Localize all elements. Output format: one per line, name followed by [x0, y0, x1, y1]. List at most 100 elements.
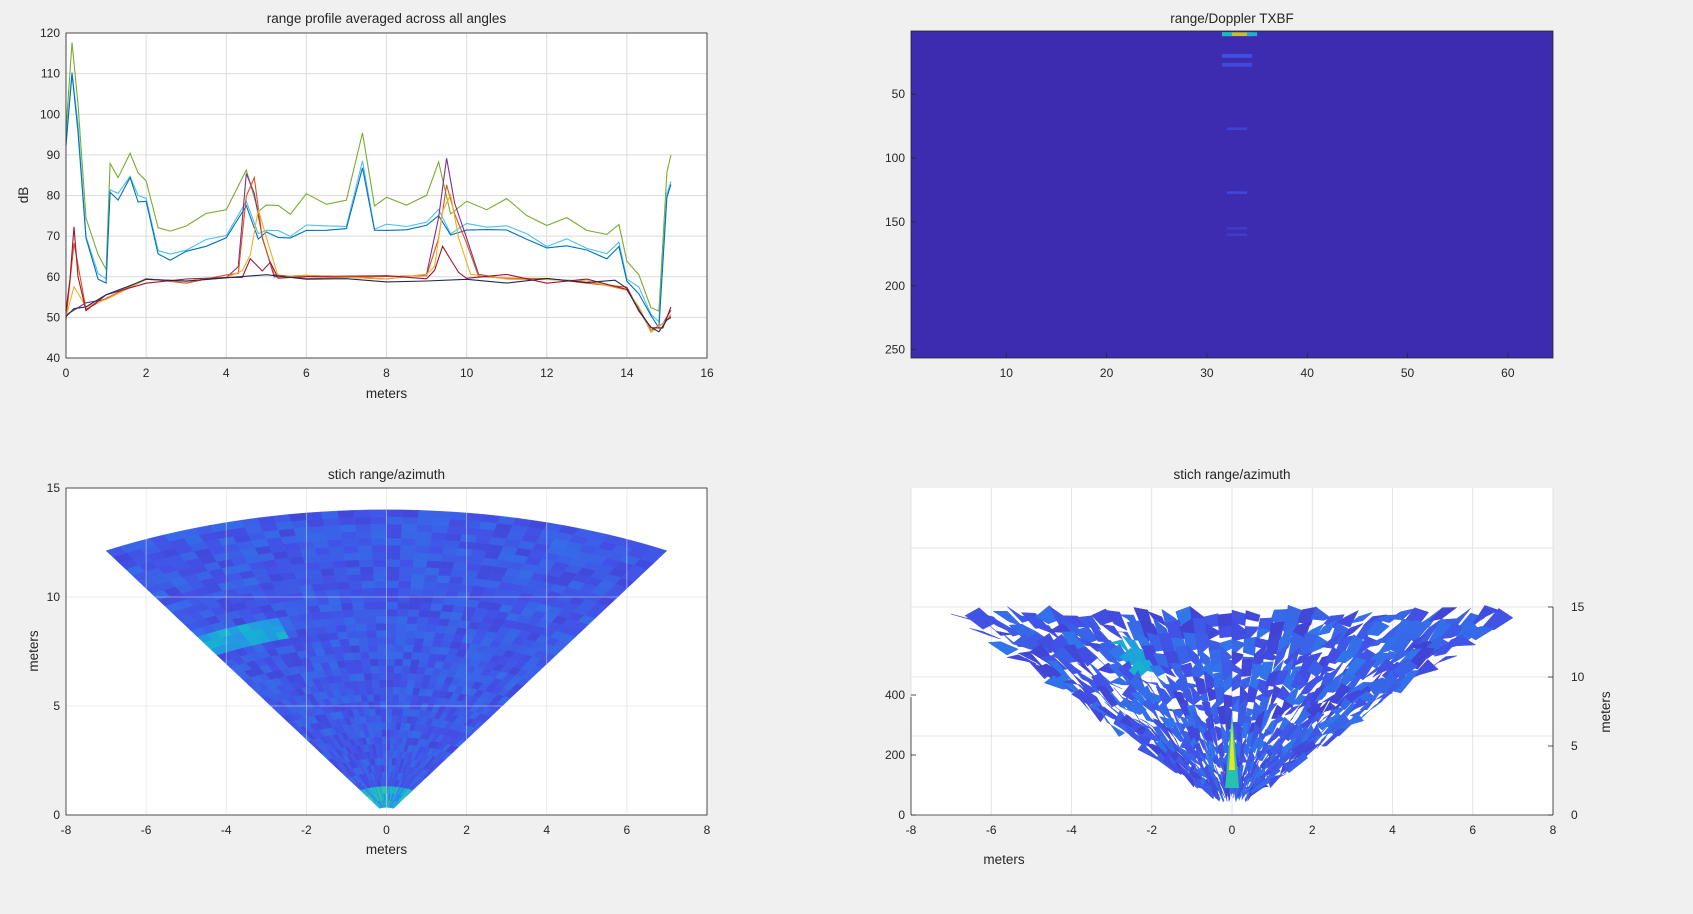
fan-cell: [336, 581, 351, 590]
fan-cell: [393, 672, 402, 681]
surface-facet: [1100, 673, 1123, 690]
fan-cell: [366, 693, 375, 702]
x-tick-label: 6: [303, 366, 310, 380]
fan-cell: [382, 736, 387, 744]
fan-cell: [429, 538, 446, 548]
fan-cell: [481, 514, 501, 524]
fan-cell: [386, 679, 394, 688]
series-line: [65, 71, 672, 324]
surface-facet: [1159, 664, 1177, 678]
fan-cell: [325, 531, 343, 541]
fan-cell: [311, 582, 327, 592]
fan-cell: [370, 715, 377, 723]
fan-cell: [386, 686, 394, 695]
fan-cell: [272, 514, 292, 524]
fan-cell: [350, 594, 364, 603]
fan-cell: [372, 729, 379, 738]
fan-cell: [337, 588, 352, 597]
fan-cell: [431, 524, 449, 534]
x-tick-label: 0: [383, 823, 390, 837]
surface-facet: [1288, 739, 1309, 763]
surface-facet: [1313, 683, 1335, 703]
fan-cell: [309, 575, 325, 585]
surface-facet: [1208, 768, 1219, 782]
fan-cell: [344, 552, 360, 561]
fan-cell: [365, 686, 374, 695]
fan-cell: [386, 530, 402, 539]
right-tick-label: 5: [1571, 739, 1578, 753]
surface-facet: [1445, 636, 1477, 649]
surface-facet: [1310, 634, 1330, 654]
x-tick-label: 6: [1469, 823, 1476, 837]
fan-cell: [369, 658, 379, 667]
fan-cell: [386, 736, 391, 744]
surface-facet: [1297, 606, 1317, 626]
surface-facet: [1212, 753, 1221, 769]
fan-cell: [330, 553, 346, 562]
surface-facet: [1366, 634, 1391, 648]
fan-cell: [386, 573, 400, 581]
fan-cell: [379, 686, 387, 695]
surface-facet: [1277, 699, 1293, 721]
surface-facet: [1175, 645, 1192, 666]
series-line: [65, 73, 672, 330]
y-axis-label: meters: [26, 630, 41, 672]
x-axis-label: meters: [366, 386, 408, 401]
surface-facet: [1299, 633, 1318, 656]
fan-cell: [300, 547, 317, 557]
fan-cell: [374, 594, 387, 603]
fan-cell: [322, 517, 341, 527]
fan-cell: [394, 644, 405, 653]
fan-cell: [443, 539, 461, 549]
surface-facet: [1259, 709, 1272, 735]
fan-cell: [377, 736, 383, 744]
fan-cell: [369, 509, 387, 518]
x-tick-label: -4: [221, 823, 232, 837]
fan-cell: [376, 722, 383, 730]
fan-cell: [372, 566, 387, 574]
fan-cell: [414, 630, 427, 639]
x-tick-label: -6: [986, 823, 997, 837]
surface-facet: [1417, 644, 1446, 664]
x-tick-labels: -8 -6 -4 -2 0 2 4 6 8: [906, 823, 1557, 837]
fan-cell: [411, 573, 426, 582]
fan-cell: [428, 546, 445, 555]
series-line: [65, 274, 672, 333]
fan-cell: [371, 537, 387, 546]
fan-cell: [437, 567, 453, 577]
fan-cell: [375, 715, 382, 723]
fan-cell: [372, 559, 387, 567]
surface-facet: [1299, 676, 1317, 696]
x-tick-labels: 10 20 30 40 50 60: [1000, 366, 1515, 380]
fan-cell: [372, 552, 387, 560]
fan-cell: [318, 560, 334, 570]
surface-facet: [1272, 643, 1289, 670]
fan-cell: [408, 602, 421, 611]
fan-cell: [320, 567, 336, 577]
fan-cell: [411, 651, 422, 660]
x-tick-label: 0: [63, 366, 70, 380]
fan-cell: [417, 517, 435, 526]
chart-title: range profile averaged across all angles: [267, 11, 507, 26]
fan-cell: [325, 624, 338, 634]
fan-cell: [349, 644, 361, 653]
heatmap-cell: [1226, 127, 1248, 130]
fan-cell: [374, 601, 387, 610]
y-tick-label: 150: [885, 215, 905, 229]
fan-cell: [322, 617, 336, 627]
fan-cell: [328, 546, 345, 555]
y-tick-label: 15: [47, 481, 61, 495]
fan-cell: [416, 616, 430, 625]
x-axis-label: meters: [983, 852, 1025, 867]
fan-cell: [304, 511, 324, 521]
left-tick-labels: 0 200 400: [885, 688, 905, 822]
x-tick-label: 8: [1550, 823, 1557, 837]
fan-cell: [383, 757, 387, 766]
fan-cell: [366, 630, 378, 638]
heatmap-cell: [1221, 32, 1232, 37]
fan-cell: [378, 665, 387, 673]
surface-facet: [1241, 658, 1253, 677]
fan-cell: [396, 622, 408, 631]
fan-cell: [327, 596, 342, 605]
fan-cell: [341, 538, 358, 547]
